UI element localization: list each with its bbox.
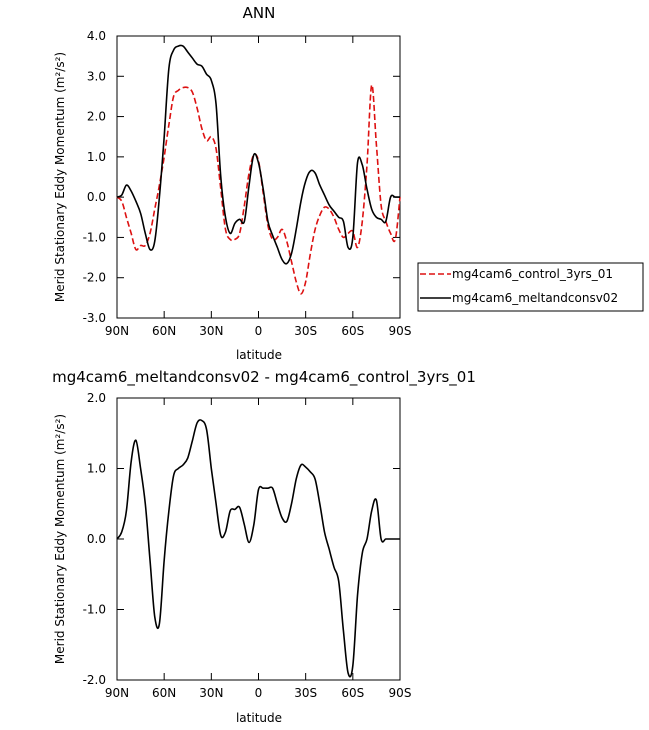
bottom-x-tick-label: 30S (294, 686, 317, 700)
top-y-tick-label: 3.0 (87, 69, 106, 83)
bottom-y-tick-label: -1.0 (83, 603, 106, 617)
top-x-tick-label: 60N (152, 324, 176, 338)
bottom-x-tick-label: 30N (199, 686, 223, 700)
top-y-tick-label: 1.0 (87, 150, 106, 164)
bottom-x-tick-label: 60N (152, 686, 176, 700)
top-x-tick-label: 0 (255, 324, 263, 338)
top-y-tick-label: 0.0 (87, 190, 106, 204)
top-plot-frame (116, 35, 401, 319)
top-series-lines (116, 44, 401, 295)
bottom-y-tick-label: 0.0 (87, 532, 106, 546)
bottom-axis-ticks: 90N 60N 30N 0 30S 60S 90S -2.0 -1.0 0.0 1.0 2.0 (83, 391, 412, 700)
bottom-x-tick-label: 90N (105, 686, 129, 700)
top-y-tick-label: -1.0 (83, 230, 106, 244)
bottom-x-axis-label: latitude (236, 711, 282, 725)
bottom-x-tick-label: 90S (389, 686, 412, 700)
top-chart-title: ANN (243, 4, 276, 22)
legend-entry-control: mg4cam6_control_3yrs_01 (452, 267, 613, 281)
top-axis-ticks: 90N 60N 30N 0 30S 60S 90S -3.0 -2.0 -1.0 0.0 1.0 2.0… (83, 29, 412, 338)
top-y-tick-label: -2.0 (83, 271, 106, 285)
bottom-x-tick-label: 0 (255, 686, 263, 700)
top-y-tick-label: -3.0 (83, 311, 106, 325)
top-panel: ANN 90N 60N 30N 0 30S 60S 90S -3.0 -2.0 -1.0 0.0 1.… (53, 4, 644, 362)
top-y-tick-label: 2.0 (87, 110, 106, 124)
top-x-axis-label: latitude (236, 348, 282, 362)
bottom-series-line-1 (116, 419, 400, 678)
top-x-tick-label: 90N (105, 324, 129, 338)
legend-entry-meltandconsv: mg4cam6_meltandconsv02 (452, 291, 618, 305)
legend-box (417, 262, 644, 312)
bottom-y-tick-label: 2.0 (87, 391, 106, 405)
bottom-plot-frame (116, 397, 401, 681)
bottom-panel: mg4cam6_meltandconsv02 - mg4cam6_control… (52, 368, 476, 725)
bottom-chart-title: mg4cam6_meltandconsv02 - mg4cam6_control… (52, 368, 476, 387)
top-x-tick-label: 30S (294, 324, 317, 338)
top-series-line-2 (116, 44, 400, 265)
bottom-series-lines (116, 419, 400, 678)
top-x-tick-label: 60S (341, 324, 364, 338)
top-y-axis-label: Merid Stationary Eddy Momentum (m²/s²) (53, 52, 67, 302)
top-x-tick-label: 30N (199, 324, 223, 338)
bottom-y-tick-label: 1.0 (87, 462, 106, 476)
bottom-x-tick-label: 60S (341, 686, 364, 700)
bottom-y-axis-label: Merid Stationary Eddy Momentum (m²/s²) (53, 414, 67, 664)
top-x-tick-label: 90S (389, 324, 412, 338)
top-y-tick-label: 4.0 (87, 29, 106, 43)
bottom-y-tick-label: -2.0 (83, 673, 106, 687)
legend: mg4cam6_control_3yrs_01 mg4cam6_meltandc… (417, 262, 644, 312)
